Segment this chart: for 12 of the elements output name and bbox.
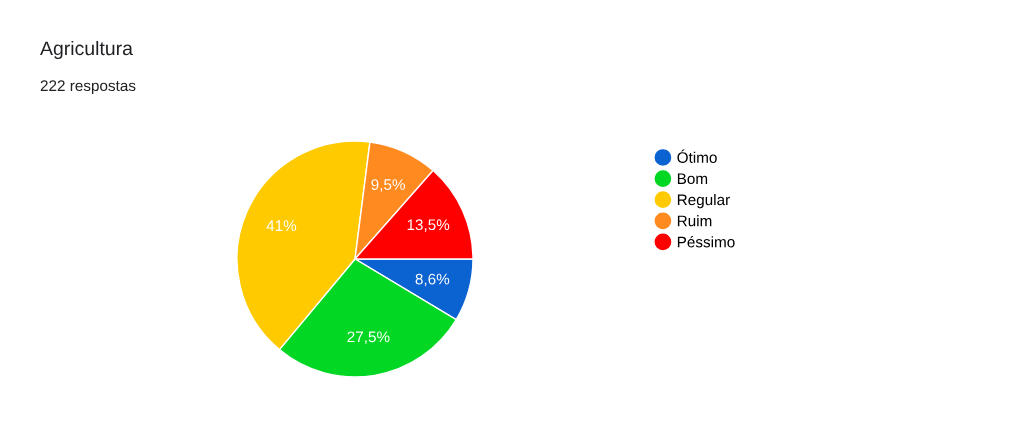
legend-label: Ótimo <box>677 149 717 163</box>
legend-label: Bom <box>677 173 708 185</box>
legend-label: Péssimo <box>677 236 735 248</box>
chart-title: Agricultura <box>40 40 133 60</box>
data-label: 41% <box>266 220 297 231</box>
data-label: 27,5% <box>347 331 390 345</box>
data-label: 9,5% <box>371 179 405 192</box>
data-label: 8,6% <box>415 273 450 287</box>
legend-label: Ruim <box>677 215 712 227</box>
legend-label: Regular <box>677 193 730 209</box>
data-label: 13,5% <box>407 219 450 232</box>
text: 222 respostas <box>40 80 136 95</box>
